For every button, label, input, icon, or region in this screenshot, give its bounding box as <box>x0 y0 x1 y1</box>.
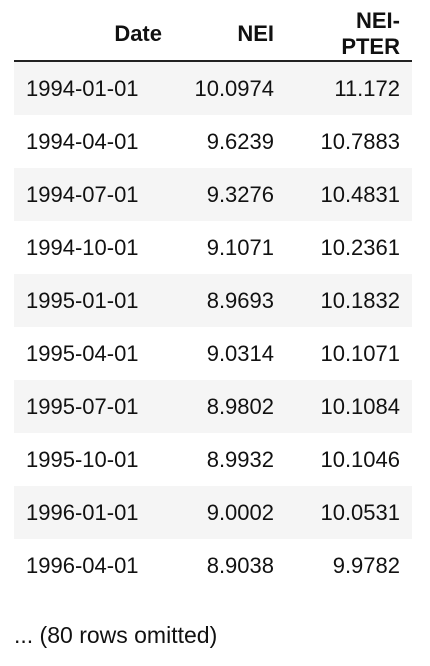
header-row: Date NEI NEI-PTER <box>14 8 412 62</box>
nei-pter-cell: 10.0531 <box>286 486 412 539</box>
nei-cell: 9.6239 <box>174 115 286 168</box>
column-header-nei-pter: NEI-PTER <box>286 8 412 62</box>
table-row: 1996-04-01 8.9038 9.9782 <box>14 539 412 592</box>
nei-cell: 9.1071 <box>174 221 286 274</box>
nei-cell: 9.0314 <box>174 327 286 380</box>
table-header: Date NEI NEI-PTER <box>14 8 412 62</box>
table-row: 1995-04-01 9.0314 10.1071 <box>14 327 412 380</box>
nei-pter-cell: 10.1084 <box>286 380 412 433</box>
rows-omitted-note: ... (80 rows omitted) <box>14 622 218 648</box>
table-row: 1994-04-01 9.6239 10.7883 <box>14 115 412 168</box>
nei-pter-cell: 10.1046 <box>286 433 412 486</box>
table-row: 1995-01-01 8.9693 10.1832 <box>14 274 412 327</box>
column-header-nei: NEI <box>174 8 286 62</box>
nei-pter-cell: 10.4831 <box>286 168 412 221</box>
nei-pter-cell: 10.1071 <box>286 327 412 380</box>
nei-cell: 8.9932 <box>174 433 286 486</box>
date-cell: 1994-01-01 <box>14 61 174 115</box>
table-body: 1994-01-01 10.0974 11.172 1994-04-01 9.6… <box>14 61 412 592</box>
date-cell: 1995-07-01 <box>14 380 174 433</box>
table-row: 1996-01-01 9.0002 10.0531 <box>14 486 412 539</box>
date-cell: 1994-07-01 <box>14 168 174 221</box>
nei-pter-cell: 11.172 <box>286 61 412 115</box>
date-cell: 1994-04-01 <box>14 115 174 168</box>
table-row: 1995-10-01 8.9932 10.1046 <box>14 433 412 486</box>
nei-cell: 8.9693 <box>174 274 286 327</box>
nei-cell: 8.9802 <box>174 380 286 433</box>
nei-pter-cell: 10.2361 <box>286 221 412 274</box>
nei-cell: 10.0974 <box>174 61 286 115</box>
date-cell: 1995-04-01 <box>14 327 174 380</box>
date-cell: 1995-01-01 <box>14 274 174 327</box>
nei-cell: 8.9038 <box>174 539 286 592</box>
date-cell: 1995-10-01 <box>14 433 174 486</box>
date-cell: 1996-01-01 <box>14 486 174 539</box>
nei-pter-cell: 10.7883 <box>286 115 412 168</box>
table-row: 1994-07-01 9.3276 10.4831 <box>14 168 412 221</box>
nei-cell: 9.0002 <box>174 486 286 539</box>
nei-cell: 9.3276 <box>174 168 286 221</box>
nei-pter-cell: 10.1832 <box>286 274 412 327</box>
column-header-date: Date <box>14 8 174 62</box>
data-table: Date NEI NEI-PTER 1994-01-01 10.0974 11.… <box>14 8 412 592</box>
table-row: 1994-01-01 10.0974 11.172 <box>14 61 412 115</box>
date-cell: 1994-10-01 <box>14 221 174 274</box>
nei-pter-cell: 9.9782 <box>286 539 412 592</box>
date-cell: 1996-04-01 <box>14 539 174 592</box>
table-row: 1995-07-01 8.9802 10.1084 <box>14 380 412 433</box>
data-table-container: Date NEI NEI-PTER 1994-01-01 10.0974 11.… <box>14 8 412 592</box>
table-row: 1994-10-01 9.1071 10.2361 <box>14 221 412 274</box>
